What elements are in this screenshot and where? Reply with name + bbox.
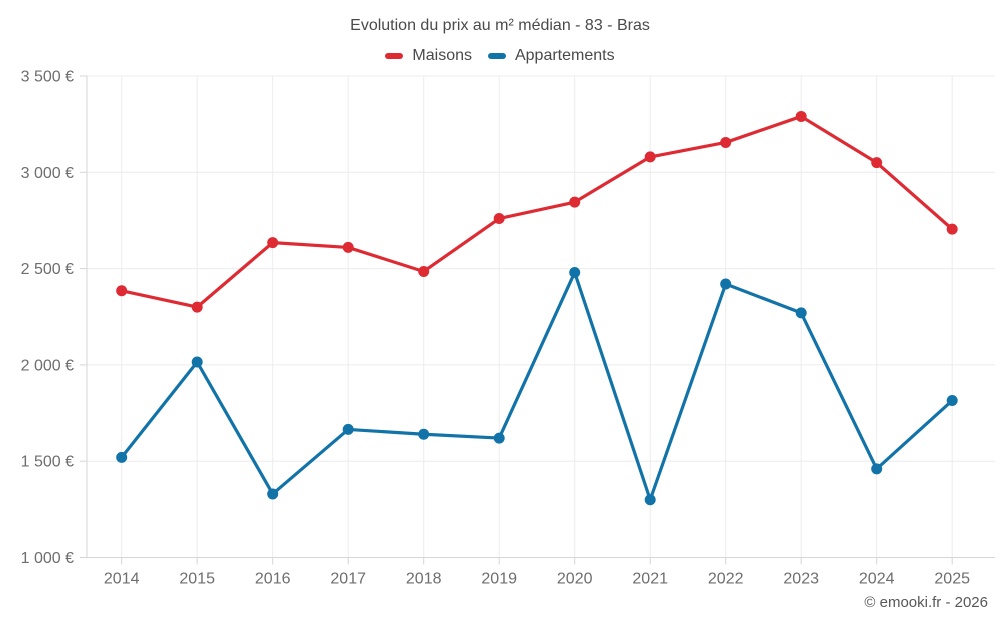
maisons-data-point[interactable] — [342, 241, 354, 253]
appartements-data-point[interactable] — [267, 488, 279, 500]
appartements-data-point[interactable] — [946, 395, 958, 407]
y-tick-label: 2 500 € — [21, 261, 74, 278]
appartements-data-point[interactable] — [569, 266, 581, 278]
maisons-data-point[interactable] — [418, 265, 430, 277]
legend-item-appartements[interactable]: Appartements — [487, 47, 615, 65]
maisons-swatch-icon — [385, 53, 404, 59]
maisons-data-point[interactable] — [644, 151, 656, 163]
appartements-data-point[interactable] — [795, 307, 807, 319]
x-tick-label: 2021 — [632, 571, 668, 588]
legend-item-maisons[interactable]: Maisons — [385, 47, 472, 65]
appartements-data-point[interactable] — [871, 463, 883, 475]
y-tick-label: 3 500 € — [21, 69, 74, 86]
x-tick-label: 2016 — [255, 571, 291, 588]
maisons-data-point[interactable] — [946, 223, 958, 235]
maisons-data-point[interactable] — [569, 196, 581, 208]
x-tick-label: 2014 — [104, 571, 140, 588]
maisons-data-point[interactable] — [116, 285, 128, 297]
x-tick-label: 2023 — [783, 571, 819, 588]
appartements-data-point[interactable] — [191, 356, 203, 368]
legend-label-appartements: Appartements — [514, 47, 615, 64]
appartements-data-point[interactable] — [720, 278, 732, 290]
appartements-data-point[interactable] — [342, 423, 354, 435]
maisons-data-point[interactable] — [871, 157, 883, 169]
y-tick-label: 2 000 € — [21, 357, 74, 374]
y-tick-label: 1 500 € — [21, 454, 74, 471]
copyright: © emooki.fr - 2026 — [864, 594, 988, 611]
appartements-data-point[interactable] — [644, 494, 656, 506]
legend: Maisons Appartements — [0, 45, 1000, 67]
maisons-data-point[interactable] — [191, 301, 203, 313]
maisons-data-point[interactable] — [720, 136, 732, 148]
appartements-data-point[interactable] — [116, 451, 128, 463]
x-tick-label: 2020 — [557, 571, 593, 588]
x-tick-label: 2025 — [934, 571, 970, 588]
appartements-line — [120, 270, 954, 502]
chart-title: Evolution du prix au m² médian - 83 - Br… — [350, 17, 650, 34]
x-tick-label: 2024 — [859, 571, 895, 588]
x-tick-label: 2018 — [406, 571, 442, 588]
maisons-line — [120, 114, 954, 309]
appartements-data-point[interactable] — [493, 432, 505, 444]
maisons-data-point[interactable] — [267, 237, 279, 249]
x-tick-label: 2015 — [179, 571, 215, 588]
x-tick-label: 2022 — [708, 571, 744, 588]
maisons-data-point[interactable] — [795, 110, 807, 122]
maisons-data-point[interactable] — [493, 213, 505, 225]
y-tick-label: 3 000 € — [21, 165, 74, 182]
appartements-data-point[interactable] — [418, 428, 430, 440]
appartements-swatch-icon — [487, 53, 506, 59]
x-tick-label: 2019 — [481, 571, 517, 588]
y-tick-label: 1 000 € — [21, 550, 74, 567]
legend-label-maisons: Maisons — [412, 47, 472, 64]
x-tick-label: 2017 — [330, 571, 366, 588]
